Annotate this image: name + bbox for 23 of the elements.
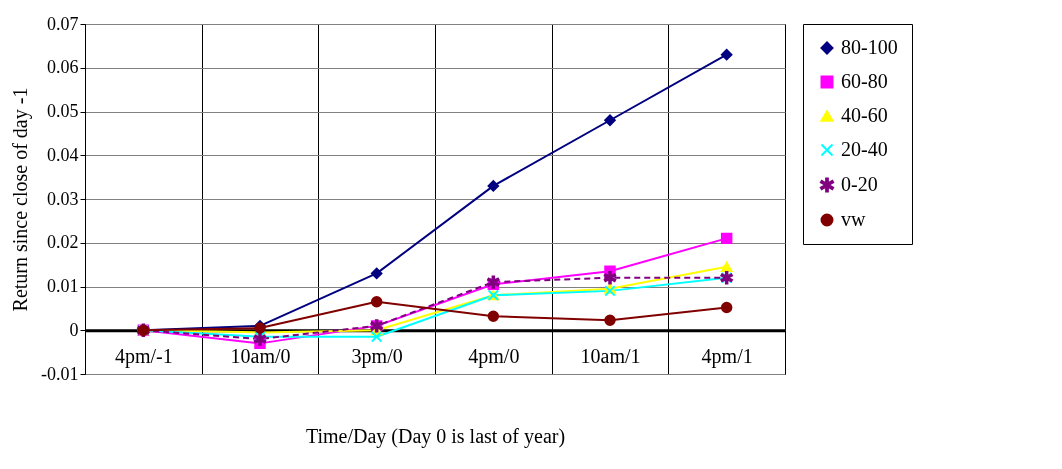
x-tick-label: 4pm/-1 [114, 344, 173, 368]
x-tick-label: 4pm/1 [701, 344, 753, 368]
y-tick-label: 0.03 [47, 188, 79, 209]
y-tick-label: 0.06 [47, 57, 79, 78]
legend-label: 20-40 [841, 138, 888, 160]
legend-label: vw [841, 208, 866, 230]
x-tick-label: 4pm/0 [468, 344, 520, 368]
y-axis-title: Return since close of day -1 [9, 87, 33, 312]
y-tick-label: 0.04 [47, 144, 79, 165]
legend-label: 60-80 [841, 70, 888, 92]
x-axis-title: Time/Day (Day 0 is last of year) [305, 424, 566, 448]
y-tick-label: 0.05 [47, 101, 79, 121]
x-tick-label: 10am/1 [580, 344, 641, 367]
x-tick-label: 3pm/0 [351, 344, 403, 368]
y-tick-label: 0 [69, 319, 79, 340]
x-tick-label: 10am/0 [230, 344, 291, 367]
y-tick-label: 0.02 [47, 232, 79, 253]
legend-label: 80-100 [841, 36, 898, 58]
y-tick-label: -0.01 [41, 363, 79, 384]
y-tick-label: 0.01 [47, 276, 79, 296]
y-tick-label: 0.07 [47, 13, 79, 34]
legend-label: 40-60 [841, 104, 888, 126]
legend-label: 0-20 [841, 173, 878, 195]
